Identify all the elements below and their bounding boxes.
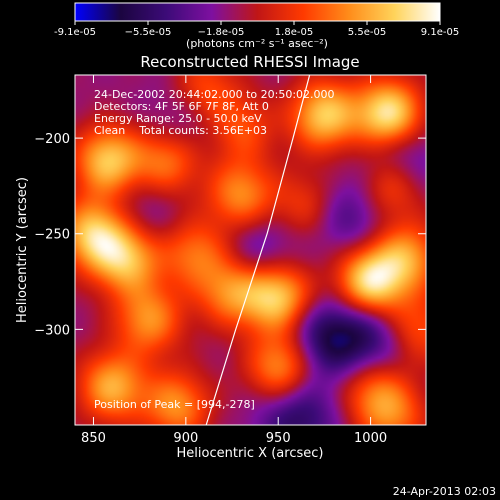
y-axis-label: Heliocentric Y (arcsec) [15,177,30,323]
x-axis-label: Heliocentric X (arcsec) [177,446,324,461]
timestamp: 24-Apr-2013 02:03 [393,485,496,498]
plot-frame [74,74,427,426]
colorbar-unit-label: (photons cm⁻² s⁻¹ asec⁻²) [186,37,328,50]
annotation-detectors: Detectors: 4F 5F 6F 7F 8F, Att 0 [94,100,269,113]
y-tick-label: −200 [34,132,70,147]
colorbar-tick-label: 5.5e-05 [348,27,386,38]
x-tick-label: 850 [81,431,106,446]
annotation-block: 24-Dec-2002 20:44:02.000 to 20:50:02.000… [94,88,335,411]
y-tick-label: −300 [34,323,70,338]
x-tick-label: 950 [266,431,291,446]
colorbar-tick-label: −1.8e-05 [198,27,245,38]
annotation-energy: Energy Range: 25.0 - 50.0 keV [94,112,262,125]
colorbar-tick-label: -9.1e-05 [54,27,96,38]
x-tick-label: 900 [173,431,198,446]
plot-area: 850 900 950 1000 −200 −250 −300 [34,74,427,446]
x-tick-label: 1000 [354,431,387,446]
annotation-peak-position: Position of Peak = [994,-278] [94,398,255,411]
y-tick-label: −250 [34,228,70,243]
heatmap-image [75,75,426,425]
colorbar-tick-label: 9.1e-05 [421,27,459,38]
colorbar-tick-label: 1.8e-05 [275,27,313,38]
colorbar: -9.1e-05 −5.5e-05 −1.8e-05 1.8e-05 5.5e-05 9.… [54,2,459,50]
solar-limb-line [205,75,311,425]
annotation-clean: Clean Total counts: 3.56E+03 [94,124,267,137]
colorbar-tick-label: −5.5e-05 [125,27,172,38]
chart-title: Reconstructed RHESSI Image [140,53,359,71]
annotation-time: 24-Dec-2002 20:44:02.000 to 20:50:02.000 [94,88,335,101]
